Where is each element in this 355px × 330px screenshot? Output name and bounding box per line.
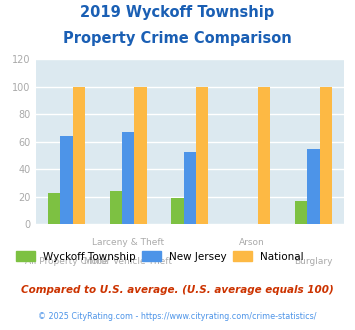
Bar <box>60 136 72 224</box>
Bar <box>72 87 85 224</box>
Text: Larceny & Theft: Larceny & Theft <box>92 238 164 247</box>
Bar <box>295 201 307 224</box>
Text: © 2025 CityRating.com - https://www.cityrating.com/crime-statistics/: © 2025 CityRating.com - https://www.city… <box>38 312 317 321</box>
Bar <box>320 87 332 224</box>
Text: All Property Crime: All Property Crime <box>25 257 108 266</box>
Text: Burglary: Burglary <box>294 257 333 266</box>
Text: Motor Vehicle Theft: Motor Vehicle Theft <box>84 257 172 266</box>
Bar <box>48 193 60 224</box>
Bar <box>196 87 208 224</box>
Bar <box>122 132 134 224</box>
Bar <box>307 149 320 224</box>
Bar <box>184 151 196 224</box>
Bar <box>171 198 184 224</box>
Bar <box>110 191 122 224</box>
Text: Arson: Arson <box>239 238 264 247</box>
Text: Compared to U.S. average. (U.S. average equals 100): Compared to U.S. average. (U.S. average … <box>21 285 334 295</box>
Text: Property Crime Comparison: Property Crime Comparison <box>63 31 292 46</box>
Legend: Wyckoff Township, New Jersey, National: Wyckoff Township, New Jersey, National <box>16 251 304 262</box>
Bar <box>258 87 270 224</box>
Bar <box>134 87 147 224</box>
Text: 2019 Wyckoff Township: 2019 Wyckoff Township <box>80 5 275 20</box>
